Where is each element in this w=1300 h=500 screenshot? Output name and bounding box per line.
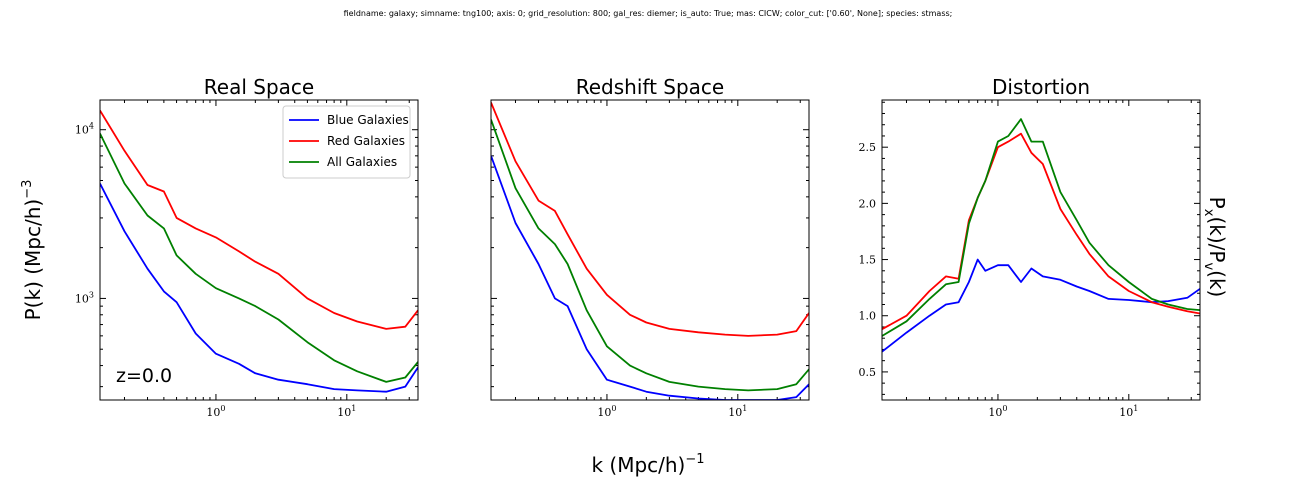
series-line-all-galaxies (491, 119, 809, 392)
series-lines (882, 118, 1200, 353)
x-ticks: 100 101 (123, 100, 410, 419)
series-line-red-galaxies (491, 102, 809, 337)
legend-label: All Galaxies (327, 155, 397, 169)
x-tick-label: 100 (988, 404, 1007, 419)
x-axis-label: k (Mpc/h)−1 (591, 452, 704, 477)
x-tick-label: 101 (337, 404, 356, 419)
panel-title: Real Space (204, 75, 314, 99)
svg-text:Px(k)/Pv(k): Px(k)/Pv(k) (1201, 197, 1229, 298)
legend: Blue Galaxies Red Galaxies All Galaxies (282, 105, 411, 179)
y-tick-label: 103 (75, 290, 94, 305)
axes-frame (490, 99, 810, 401)
x-tick-label: 100 (597, 404, 616, 419)
series-line-all-galaxies (882, 118, 1200, 337)
panel-1: Real Space 100 101 103 104 (75, 75, 419, 419)
legend-box (282, 105, 411, 179)
panel-2: Redshift Space 100 101 (490, 75, 810, 419)
y-axis-label-left: P(k) (Mpc/h)−3 (20, 180, 45, 321)
x-tick-label: 100 (206, 404, 225, 419)
series-lines (491, 102, 809, 400)
x-tick-label: 101 (1119, 404, 1138, 419)
series-line-blue-galaxies (491, 155, 809, 400)
x-ticks: 100 101 (514, 100, 801, 419)
y-ticks (491, 129, 809, 388)
y-tick-label: 104 (75, 122, 94, 137)
y-tick-label: 1.5 (859, 254, 877, 267)
x-ticks: 100 101 (905, 100, 1192, 419)
y-ticks: 0.5 1.0 1.5 2.0 2.5 (859, 101, 1200, 395)
series-line-all-galaxies (100, 133, 418, 383)
redshift-annotation: z=0.0 (116, 365, 172, 387)
panel-3: Distortion 100 101 0.5 1.0 1.5 2.0 2.5 (859, 75, 1201, 419)
panel-title: Redshift Space (576, 75, 725, 99)
series-line-red-galaxies (100, 110, 418, 330)
series-lines (100, 110, 418, 393)
y-tick-label: 2.0 (859, 197, 877, 210)
y-tick-label: 2.5 (859, 141, 877, 154)
series-line-blue-galaxies (100, 183, 418, 393)
x-tick-label: 101 (728, 404, 747, 419)
y-tick-label: 1.0 (859, 310, 877, 323)
y-axis-label-right: Px(k)/Pv(k) (1201, 197, 1229, 298)
series-line-blue-galaxies (882, 258, 1200, 353)
suptitle: fieldname: galaxy; simname: tng100; axis… (344, 9, 953, 18)
legend-label: Red Galaxies (327, 134, 405, 148)
y-tick-label: 0.5 (859, 366, 877, 379)
legend-label: Blue Galaxies (327, 113, 409, 127)
panel-title: Distortion (992, 75, 1090, 99)
svg-text:P(k) (Mpc/h)−3: P(k) (Mpc/h)−3 (20, 180, 45, 321)
axes-frame (99, 99, 419, 401)
series-line-red-galaxies (882, 132, 1200, 330)
axes-frame (881, 99, 1201, 401)
